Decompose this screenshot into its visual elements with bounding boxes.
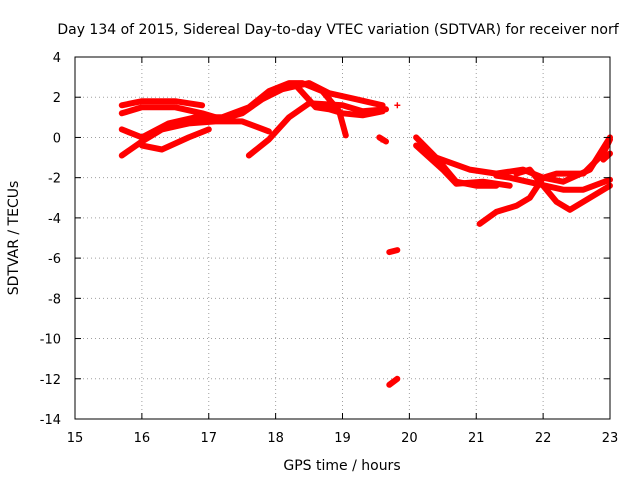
series-track-g xyxy=(292,82,386,119)
x-tick-label: 22 xyxy=(535,431,552,446)
y-tick-label: 0 xyxy=(53,131,61,146)
series-track-j xyxy=(386,375,401,388)
y-tick-label: 4 xyxy=(53,51,61,66)
series-track-k xyxy=(413,134,500,189)
y-tick-label: -4 xyxy=(48,212,61,227)
chart-title: Day 134 of 2015, Sidereal Day-to-day VTE… xyxy=(57,22,619,38)
scatter-point xyxy=(378,136,385,143)
scatter-point xyxy=(329,105,336,112)
scatter-point xyxy=(394,102,401,109)
x-tick-labels: 15 16 17 18 19 20 21 22 23 xyxy=(67,431,619,446)
y-axis-label: SDTVAR / TECUs xyxy=(6,181,22,296)
y-tick-label: -2 xyxy=(48,172,61,187)
x-axis-label: GPS time / hours xyxy=(283,458,400,474)
x-tick-label: 17 xyxy=(200,431,217,446)
marker-layer xyxy=(329,102,401,143)
y-tick-labels: 4 2 0 -2 -4 -6 -8 -10 -12 -14 xyxy=(40,51,61,428)
x-tick-label: 19 xyxy=(334,431,351,446)
y-tick-label: 2 xyxy=(53,91,61,106)
x-tick-label: 16 xyxy=(134,431,151,446)
axis-ticks xyxy=(74,56,611,420)
series-track-p xyxy=(513,166,613,213)
y-tick-label: -6 xyxy=(48,252,61,267)
series-track-e xyxy=(138,126,212,153)
x-tick-label: 20 xyxy=(401,431,418,446)
series-track-n xyxy=(493,172,613,193)
y-tick-label: -8 xyxy=(48,292,61,307)
series-track-a xyxy=(118,98,206,109)
series-track-c xyxy=(118,80,349,141)
series-track-q xyxy=(600,150,613,163)
x-tick-label: 21 xyxy=(468,431,485,446)
y-tick-label: -12 xyxy=(40,373,61,388)
x-tick-label: 15 xyxy=(67,431,84,446)
series-layer xyxy=(118,80,613,388)
series-track-d xyxy=(118,118,272,159)
series-track-l xyxy=(413,142,513,189)
series-track-o xyxy=(476,136,613,227)
series-track-i xyxy=(386,247,401,256)
y-tick-label: -14 xyxy=(40,413,61,428)
x-tick-label: 23 xyxy=(602,431,619,446)
x-tick-label: 18 xyxy=(267,431,284,446)
y-tick-label: -10 xyxy=(40,333,61,348)
